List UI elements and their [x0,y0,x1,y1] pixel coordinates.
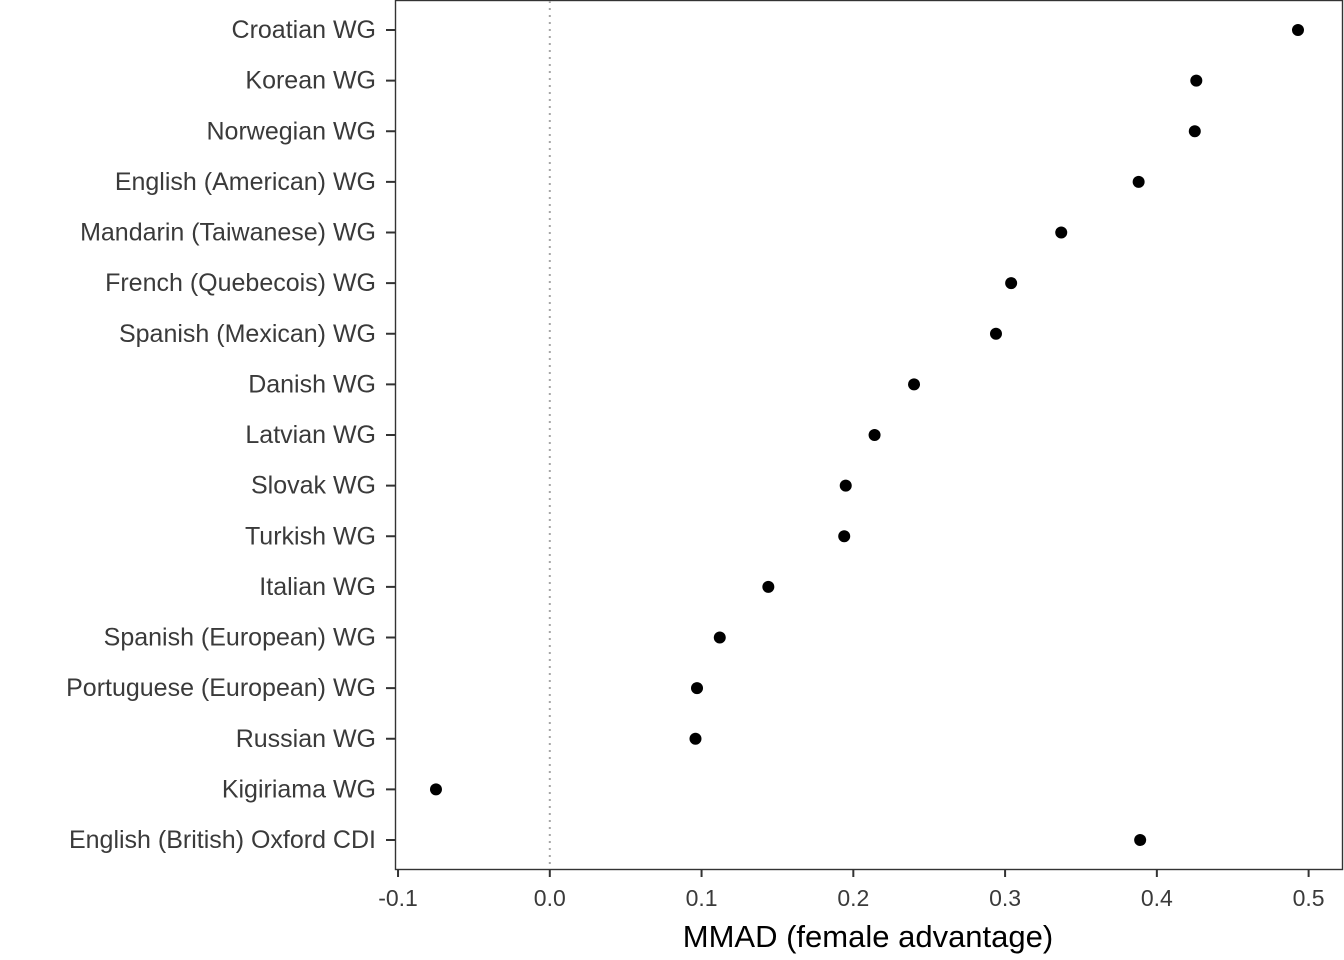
y-label-croatian-wg: Croatian WG [232,16,376,44]
x-tick-label: 0.2 [837,885,869,911]
point-norwegian-wg [1188,125,1201,138]
y-label-danish-wg: Danish WG [248,370,376,398]
point-portuguese-european-wg [691,682,704,695]
x-tick-label: 0.5 [1293,885,1325,911]
point-spanish-mexican-wg [989,327,1002,340]
point-latvian-wg [868,429,881,441]
y-label-french-quebecois-wg: French (Quebecois) WG [105,269,376,297]
point-mandarin-taiwanese-wg [1055,226,1068,239]
x-tick-label: 0.0 [534,885,566,911]
y-label-spanish-european-wg: Spanish (European) WG [104,624,376,652]
point-slovak-wg [839,479,852,492]
y-label-mandarin-taiwanese-wg: Mandarin (Taiwanese) WG [80,219,376,247]
point-italian-wg [762,580,775,593]
point-kigiriama-wg [429,783,442,796]
point-russian-wg [689,732,702,745]
y-label-spanish-mexican-wg: Spanish (Mexican) WG [119,320,376,348]
y-label-turkish-wg: Turkish WG [245,522,376,550]
y-label-kigiriama-wg: Kigiriama WG [222,775,376,803]
point-english-british-oxford-cdi [1134,834,1147,846]
y-label-italian-wg: Italian WG [259,573,376,601]
y-label-russian-wg: Russian WG [236,725,376,753]
point-turkish-wg [838,530,851,543]
y-label-korean-wg: Korean WG [245,67,376,95]
y-label-norwegian-wg: Norwegian WG [207,117,377,145]
y-label-english-american-wg: English (American) WG [115,168,376,196]
point-croatian-wg [1291,24,1304,36]
x-tick-label: 0.1 [686,885,718,911]
y-label-portuguese-european-wg: Portuguese (European) WG [66,674,376,702]
point-french-quebecois-wg [1005,277,1018,290]
point-spanish-european-wg [713,631,726,644]
y-axis: Croatian WG Korean WG Norwegian WG English … [66,16,395,854]
y-label-english-british-oxford-cdi: English (British) Oxford CDI [69,826,376,854]
x-tick-label: 0.4 [1141,885,1173,911]
point-english-american-wg [1132,175,1145,188]
x-axis-title: MMAD (female advantage) [683,919,1053,954]
y-label-slovak-wg: Slovak WG [251,472,376,500]
point-korean-wg [1190,74,1203,87]
x-tick-label: 0.3 [989,885,1021,911]
y-label-latvian-wg: Latvian WG [245,421,376,449]
x-axis: -0.1 0.0 0.1 0.2 0.3 0.4 0.5 [378,869,1325,911]
data-points [429,24,1304,846]
x-tick-label: -0.1 [378,885,418,911]
point-danish-wg [908,378,921,391]
